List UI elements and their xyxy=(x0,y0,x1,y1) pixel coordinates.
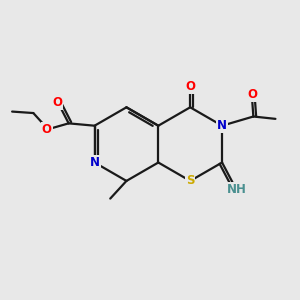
Text: NH: NH xyxy=(227,182,247,196)
Text: N: N xyxy=(217,119,227,132)
Text: O: O xyxy=(185,80,195,93)
Text: S: S xyxy=(186,174,194,188)
Text: O: O xyxy=(42,123,52,136)
Text: O: O xyxy=(52,96,62,109)
Text: O: O xyxy=(247,88,257,101)
Text: N: N xyxy=(90,156,100,169)
